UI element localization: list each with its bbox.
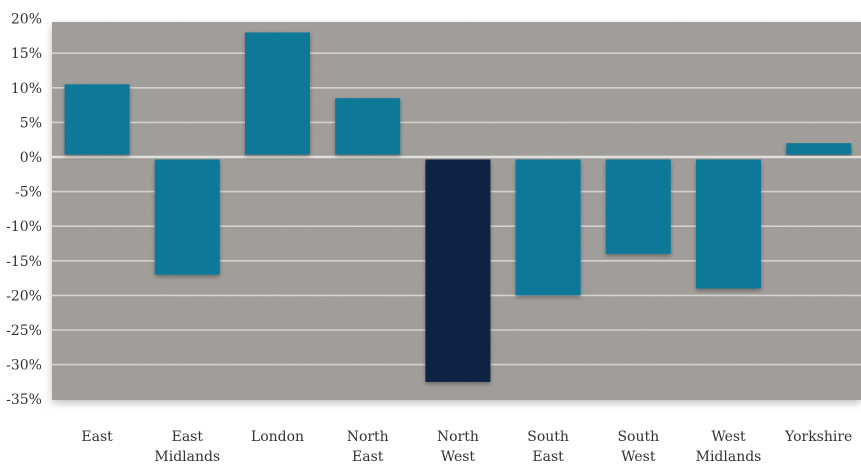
y-tick-label: 10% [11,81,42,97]
y-tick-label: -5% [15,185,42,201]
y-tick-label: 15% [11,46,42,62]
bar [245,32,310,155]
bar [605,159,671,254]
y-tick-label: -35% [6,392,42,408]
x-category-label: East Midlands [154,429,220,465]
bar [696,159,761,289]
x-category-label: East [81,429,113,445]
bar [425,159,491,382]
y-tick-label: 0% [20,150,42,166]
y-tick-label: -30% [6,358,42,374]
x-category-label: London [251,429,304,445]
x-category-label: South East [527,429,569,465]
y-tick-label: -20% [6,288,42,304]
x-category-label: West Midlands [696,429,762,465]
y-tick-label: 20% [11,12,42,28]
x-category-label: South West [617,429,659,465]
bar [64,84,130,155]
x-axis-category-labels: East East Midlands London North East North West… [81,429,852,465]
y-axis-tick-labels: 20% 15% 10% 5% 0% -5% -10% -15% -20% -25% -30% -35% [6,12,42,409]
x-category-label: Yorkshire [784,429,852,445]
bar [515,159,581,296]
bar [335,98,401,155]
y-tick-label: 5% [20,115,42,131]
bar [786,143,852,155]
x-category-label: North East [347,429,389,465]
bar [154,159,220,275]
y-tick-label: -25% [6,323,42,339]
y-tick-label: -10% [6,219,42,235]
bars [64,32,852,382]
x-category-label: North West [437,429,479,465]
y-tick-label: -15% [6,254,42,270]
